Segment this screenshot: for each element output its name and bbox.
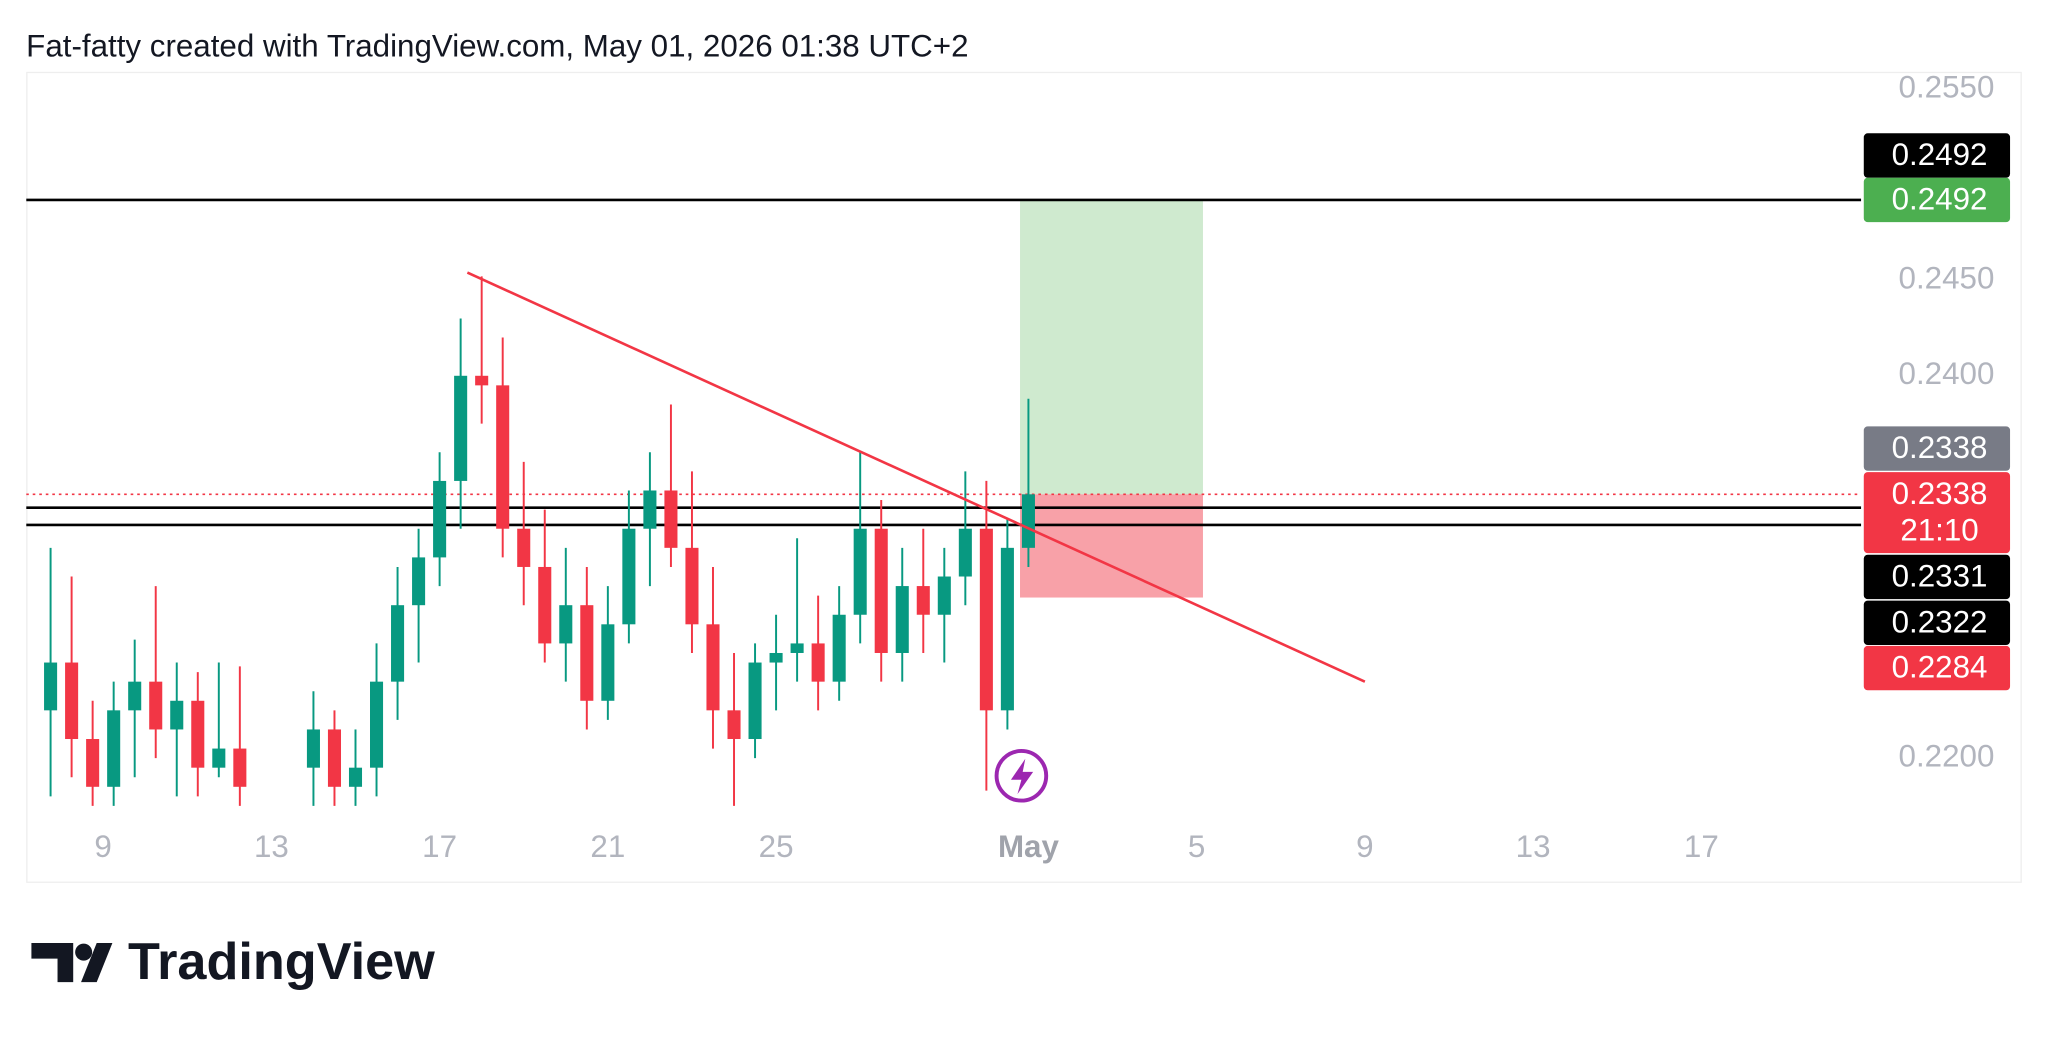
x-tick-label: 17 (422, 829, 457, 864)
x-tick-label: 5 (1188, 829, 1205, 864)
candle-body (412, 557, 426, 606)
candle-body (559, 605, 573, 644)
price-label: 0.2284 (1892, 650, 1988, 685)
price-label: 0.2331 (1892, 559, 1988, 594)
trendline (466, 271, 1366, 683)
candle-body (391, 605, 405, 682)
candle-body (958, 528, 972, 577)
candle-body (1021, 494, 1035, 548)
candle-body (517, 528, 531, 567)
candle-body (348, 767, 363, 787)
countdown: 21:10 (1900, 512, 1978, 547)
candle-body (832, 614, 846, 682)
candle-body (601, 624, 615, 701)
candle-body (454, 375, 468, 481)
candle-body (874, 528, 888, 653)
candle-body (44, 662, 58, 711)
price-label-box (1863, 645, 2011, 691)
x-tick-label: 17 (1684, 829, 1719, 864)
plot-area (26, 198, 1862, 806)
x-tick-label: May (998, 829, 1060, 864)
x-tick-label: 25 (759, 829, 794, 864)
y-tick-label: 0.2400 (1899, 356, 1995, 391)
x-tick-label: 21 (590, 829, 625, 864)
candle-body (369, 681, 384, 768)
candle-body (895, 586, 909, 653)
candle-body (853, 528, 867, 615)
event-icon (994, 749, 1049, 803)
candle-body (937, 576, 951, 615)
price-label-box (1863, 600, 2011, 646)
candle-body (790, 643, 804, 653)
candle-body (191, 700, 205, 768)
candle-body (727, 710, 741, 740)
candle-body (748, 662, 762, 740)
stop-zone (1020, 494, 1203, 598)
candle-body (107, 710, 121, 787)
x-tick-label: 13 (254, 829, 289, 864)
chart-title: Fat-fatty created with TradingView.com, … (26, 29, 968, 64)
candle-body (128, 681, 142, 711)
price-label-box (1863, 177, 2011, 223)
candle-body (916, 586, 930, 615)
x-tick-label: 9 (1356, 829, 1373, 864)
logo-text: TradingView (128, 933, 435, 991)
candle-body (233, 748, 247, 787)
price-label-box (1863, 133, 2011, 178)
candle-body (769, 652, 783, 663)
candle-body (86, 739, 100, 787)
price-label-box (1863, 554, 2011, 600)
candle-body (212, 748, 226, 768)
y-tick-label: 0.2200 (1899, 738, 1995, 773)
candle-body (643, 490, 657, 529)
candle-body (979, 528, 993, 711)
candle-body (580, 605, 594, 701)
candle-body (149, 681, 163, 730)
candle-body (496, 385, 510, 529)
candle-body (306, 729, 320, 768)
candle-body (664, 490, 678, 548)
candle-body (433, 480, 447, 558)
candle-body (475, 375, 489, 386)
y-tick-label: 0.2550 (1899, 69, 1995, 104)
candle-body (538, 566, 552, 644)
target-zone (1020, 199, 1203, 495)
price-label: 0.2338 (1892, 476, 1988, 511)
candle-body (170, 700, 184, 730)
price-label: 0.2322 (1892, 604, 1988, 639)
price-label-box (1863, 472, 2011, 554)
y-tick-label: 0.2450 (1899, 260, 1995, 295)
chart-frame (26, 71, 2022, 883)
price-label: 0.2492 (1892, 182, 1988, 217)
logo: TradingView (31, 933, 435, 991)
candle-body (811, 643, 825, 682)
x-tick-label: 13 (1516, 829, 1551, 864)
price-label: 0.2338 (1892, 430, 1988, 465)
x-tick-label: 9 (94, 829, 111, 864)
candle-body (622, 528, 636, 625)
candle-body (1000, 547, 1014, 711)
axes: 0.2550 0.2450 0.2400 0.2200 9 13 17 21 25 May 5 9 13… (94, 69, 2011, 864)
candle-body (685, 547, 699, 625)
candle-body (65, 662, 79, 740)
candle-body (327, 729, 342, 787)
candle-body (706, 624, 720, 711)
price-label-box (1863, 426, 2011, 471)
price-label: 0.2492 (1892, 137, 1988, 172)
